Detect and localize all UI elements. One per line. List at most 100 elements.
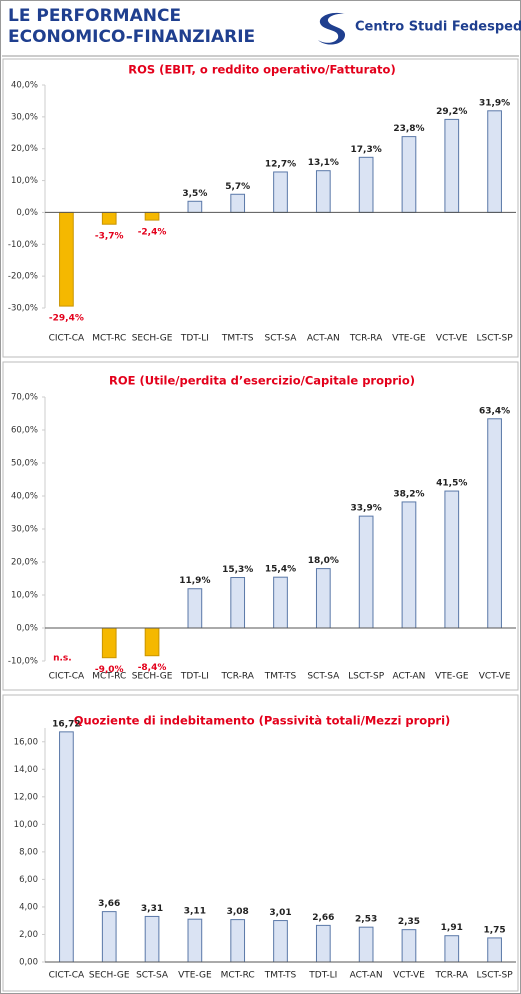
x-tick-label: CICT-CA (49, 971, 85, 981)
x-tick-label: VCT-VE (393, 971, 425, 981)
bar (487, 110, 502, 213)
x-tick-label: CICT-CA (49, 672, 85, 682)
value-label: 12,7% (265, 159, 296, 169)
y-tick-label: 12,00 (14, 792, 38, 802)
y-tick-label: 10,00 (14, 820, 38, 830)
x-tick-label: TMT-TS (264, 971, 297, 981)
y-tick-label: 40,0% (11, 492, 38, 502)
y-tick-label: 6,00 (19, 875, 38, 885)
bar (144, 915, 160, 963)
value-label: 5,7% (225, 182, 250, 192)
bar (144, 627, 160, 657)
value-label: -29,4% (49, 314, 84, 324)
chart-title: Quoziente di indebitamento (Passività to… (74, 714, 451, 728)
value-label: 33,9% (351, 504, 382, 514)
bar (273, 576, 288, 629)
bar (401, 136, 417, 213)
bar (487, 937, 502, 963)
y-tick-label: 0,00 (19, 958, 38, 968)
y-tick-label: 16,00 (14, 737, 38, 747)
x-tick-label: TMT-TS (264, 672, 297, 682)
value-label: 15,3% (222, 565, 253, 575)
bar (444, 935, 460, 963)
bar (59, 211, 74, 307)
bar (273, 920, 288, 963)
value-label: 1,75 (483, 925, 505, 935)
bar (187, 588, 203, 629)
value-label: 29,2% (436, 107, 467, 117)
bar (230, 193, 246, 213)
x-tick-label: SECH-GE (132, 334, 173, 344)
x-tick-label: TMT-TS (221, 334, 254, 344)
bar (315, 170, 331, 213)
y-tick-label: -10,0% (8, 240, 38, 250)
x-tick-label: ACT-AN (350, 971, 383, 981)
x-tick-label: MCT-RC (92, 672, 126, 682)
value-label: 23,8% (393, 124, 424, 134)
value-label: 3,66 (98, 899, 120, 909)
x-tick-label: VTE-GE (435, 672, 469, 682)
bar (59, 731, 74, 963)
bar (401, 501, 417, 629)
value-label: 63,4% (479, 406, 510, 416)
x-tick-label: VCT-VE (479, 672, 511, 682)
value-label: 3,5% (182, 189, 207, 199)
panel (2, 361, 519, 691)
x-tick-label: ACT-AN (307, 334, 340, 344)
bar (187, 918, 203, 963)
bar (101, 911, 117, 963)
x-tick-label: CICT-CA (49, 334, 85, 344)
bar (444, 490, 460, 629)
value-label: 15,4% (265, 565, 296, 575)
value-label: 3,08 (227, 907, 249, 917)
x-tick-label: MCT-RC (92, 334, 126, 344)
y-tick-label: 40,0% (11, 81, 38, 91)
value-label: 2,35 (398, 917, 420, 927)
bar (315, 924, 331, 963)
x-tick-label: MCT-RC (221, 971, 255, 981)
bar (358, 515, 374, 629)
bar (101, 627, 117, 659)
value-label: 13,1% (308, 158, 339, 168)
value-label: -9,0% (95, 665, 124, 675)
y-tick-label: 70,0% (11, 393, 38, 403)
y-tick-label: 14,00 (14, 765, 38, 775)
x-tick-label: TDT-LI (180, 334, 209, 344)
value-label: 3,11 (184, 907, 206, 917)
y-tick-label: 0,0% (16, 208, 38, 218)
value-label: 18,0% (308, 556, 339, 566)
x-tick-label: LSCT-SP (477, 971, 514, 981)
x-tick-label: VCT-VE (436, 334, 468, 344)
brand-name: Centro Studi Fedespedi (355, 20, 521, 35)
x-tick-label: SCT-SA (265, 334, 298, 344)
y-tick-label: 50,0% (11, 459, 38, 469)
value-label: 38,2% (393, 489, 424, 499)
x-tick-label: VTE-GE (392, 334, 426, 344)
y-tick-label: 10,0% (11, 591, 38, 601)
value-label: -8,4% (138, 663, 167, 673)
value-label: -2,4% (138, 228, 167, 238)
y-tick-label: 10,0% (11, 176, 38, 186)
x-tick-label: LSCT-SP (348, 672, 385, 682)
bar (358, 156, 374, 213)
header-title: ECONOMICO-FINANZIARIE (8, 27, 255, 47)
chart-title: ROS (EBIT, o reddito operativo/Fatturato… (128, 63, 395, 77)
x-tick-label: SCT-SA (136, 971, 169, 981)
bar (358, 926, 374, 963)
y-tick-label: 0,0% (16, 624, 38, 634)
y-tick-label: 30,0% (11, 112, 38, 122)
y-tick-label: 4,00 (19, 902, 38, 912)
panel (2, 58, 519, 358)
x-tick-label: TDT-LI (308, 971, 337, 981)
logo (318, 12, 346, 45)
panel (2, 694, 519, 992)
y-tick-label: 20,0% (11, 144, 38, 154)
x-tick-label: TCR-RA (220, 672, 254, 682)
x-tick-label: SECH-GE (132, 672, 173, 682)
x-tick-label: TCR-RA (435, 971, 469, 981)
y-tick-label: -30,0% (8, 304, 38, 314)
y-tick-label: -10,0% (8, 657, 38, 667)
header-title: LE PERFORMANCE (8, 6, 181, 26)
